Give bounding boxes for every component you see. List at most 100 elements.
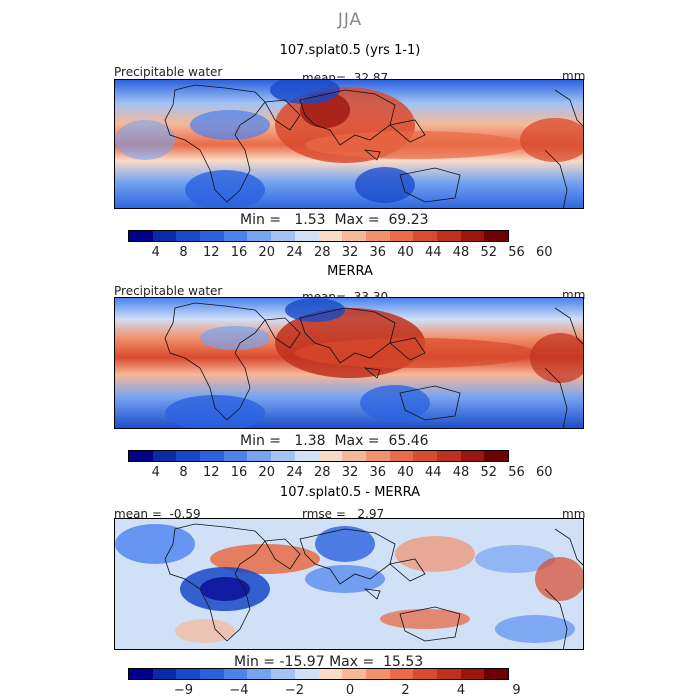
- colorbar-cell: [460, 669, 485, 679]
- colorbar-cell: [247, 231, 272, 241]
- colorbar-cell: [436, 231, 461, 241]
- colorbar-tick-label: 32: [341, 245, 359, 260]
- colorbar-cell: [436, 669, 461, 679]
- colorbar-cell: [294, 231, 319, 241]
- colorbar-tick-label: 16: [230, 245, 248, 260]
- colorbar-cell: [389, 231, 414, 241]
- colorbar-tick-label: 2: [401, 683, 410, 698]
- colorbar-cell: [247, 451, 272, 461]
- colorbar-cell: [365, 231, 390, 241]
- colorbar-cell: [389, 451, 414, 461]
- colorbar-cell: [223, 451, 248, 461]
- panel-1-map: [114, 79, 584, 209]
- panel-1-variable-label: Precipitable water: [114, 65, 223, 79]
- colorbar-tick-label: 28: [313, 245, 331, 260]
- colorbar-tick-label: 24: [286, 465, 303, 480]
- colorbar-tick-label: 56: [508, 245, 525, 260]
- panel-3-colorbar-ticks: −9 −4 −2 0 2 4 9: [128, 683, 572, 699]
- colorbar-tick-label: 8: [179, 465, 188, 480]
- colorbar-cell: [460, 451, 485, 461]
- colorbar-tick-label: 9: [512, 683, 521, 698]
- colorbar-cell: [152, 451, 177, 461]
- colorbar-tick-label: 60: [535, 245, 553, 260]
- panel-3-unit: mm: [562, 507, 586, 521]
- colorbar-tick-label: 16: [230, 465, 248, 480]
- colorbar-cell: [342, 451, 366, 461]
- panel-1-min-max: Min = 1.53 Max = 69.23: [240, 212, 429, 228]
- colorbar-cell: [129, 669, 153, 679]
- colorbar-tick-label: 32: [341, 465, 359, 480]
- colorbar-cell: [200, 451, 224, 461]
- colorbar-tick-label: 4: [151, 465, 160, 480]
- colorbar-cell: [484, 451, 508, 461]
- colorbar-tick-label: 40: [397, 245, 414, 260]
- colorbar-tick-label: 20: [258, 465, 276, 480]
- panel-3-map: [114, 518, 584, 650]
- panel-2-colorbar: [128, 450, 509, 462]
- colorbar-cell: [200, 669, 224, 679]
- colorbar-tick-label: 52: [480, 465, 498, 480]
- panel-2-min-max: Min = 1.38 Max = 65.46: [240, 433, 429, 449]
- colorbar-cell: [436, 451, 461, 461]
- colorbar-cell: [223, 669, 248, 679]
- colorbar-tick-label: −4: [229, 683, 249, 698]
- colorbar-tick-label: 56: [508, 465, 525, 480]
- colorbar-tick-label: 52: [480, 245, 498, 260]
- colorbar-tick-label: 36: [369, 245, 387, 260]
- colorbar-cell: [223, 231, 248, 241]
- panel-1-colorbar-ticks: 4 8 12 16 20 24 28 32 36 40 44 48 52 56 60: [128, 245, 572, 261]
- colorbar-cell: [413, 231, 437, 241]
- colorbar-cell: [152, 669, 177, 679]
- colorbar-cell: [342, 669, 366, 679]
- colorbar-cell: [176, 231, 201, 241]
- panel-3-mean-label: mean = -0.59: [114, 507, 201, 521]
- colorbar-tick-label: 20: [258, 245, 276, 260]
- colorbar-cell: [200, 231, 224, 241]
- panel-2-variable-label: Precipitable water: [114, 284, 223, 298]
- colorbar-cell: [365, 669, 390, 679]
- colorbar-cell: [365, 451, 390, 461]
- season-title: JJA: [337, 10, 363, 30]
- colorbar-tick-label: 44: [424, 465, 442, 480]
- panel-2-colorbar-ticks: 4 8 12 16 20 24 28 32 36 40 44 48 52 56 60: [128, 465, 572, 481]
- colorbar-tick-label: 48: [452, 465, 470, 480]
- colorbar-cell: [247, 669, 272, 679]
- panel-3-colorbar: [128, 668, 509, 680]
- panel-2-map: [114, 297, 584, 429]
- colorbar-tick-label: 0: [345, 683, 355, 698]
- colorbar-cell: [271, 451, 295, 461]
- panel-3-title: 107.splat0.5 - MERRA: [279, 485, 421, 500]
- colorbar-cell: [484, 669, 508, 679]
- colorbar-cell: [152, 231, 177, 241]
- colorbar-cell: [176, 669, 201, 679]
- panel-1-title: 107.splat0.5 (yrs 1-1): [279, 43, 421, 58]
- colorbar-tick-label: 44: [424, 245, 442, 260]
- colorbar-cell: [484, 231, 508, 241]
- colorbar-tick-label: 4: [456, 683, 466, 698]
- panel-2-title: MERRA: [327, 264, 373, 279]
- colorbar-tick-label: −9: [173, 683, 194, 698]
- colorbar-cell: [294, 451, 319, 461]
- colorbar-cell: [271, 231, 295, 241]
- colorbar-tick-label: 40: [397, 465, 414, 480]
- colorbar-tick-label: 28: [313, 465, 331, 480]
- colorbar-cell: [460, 231, 485, 241]
- colorbar-tick-label: 48: [452, 245, 470, 260]
- panel-1-colorbar: [128, 230, 509, 242]
- colorbar-tick-label: −2: [284, 683, 305, 698]
- colorbar-cell: [271, 669, 295, 679]
- colorbar-cell: [318, 451, 343, 461]
- colorbar-cell: [342, 231, 366, 241]
- colorbar-cell: [176, 451, 201, 461]
- colorbar-cell: [129, 451, 153, 461]
- colorbar-cell: [318, 231, 343, 241]
- colorbar-tick-label: 4: [151, 245, 160, 260]
- colorbar-tick-label: 12: [202, 465, 220, 480]
- panel-3-min-max: Min = -15.97 Max = 15.53: [234, 654, 424, 670]
- colorbar-tick-label: 24: [286, 245, 303, 260]
- colorbar-tick-label: 12: [202, 245, 220, 260]
- colorbar-tick-label: 8: [179, 245, 188, 260]
- colorbar-cell: [413, 669, 437, 679]
- colorbar-cell: [129, 231, 153, 241]
